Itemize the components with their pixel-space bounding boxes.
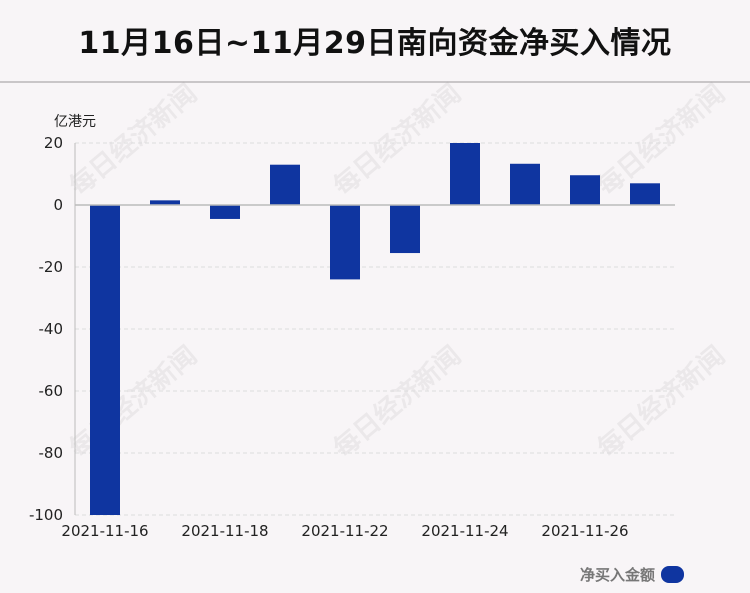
x-tick-label: 2021-11-24: [421, 522, 508, 540]
y-tick-label: -60: [39, 382, 64, 400]
x-tick-label: 2021-11-18: [181, 522, 268, 540]
y-tick-label: 0: [53, 196, 63, 214]
x-tick-label: 2021-11-22: [301, 522, 388, 540]
bar: [150, 200, 180, 205]
y-tick-label: -40: [39, 320, 64, 338]
chart-title: 11月16日~11月29日南向资金净买入情况: [78, 26, 672, 61]
bar: [330, 205, 360, 280]
y-tick-label: -20: [39, 258, 64, 276]
bar: [570, 175, 600, 205]
bar: [210, 205, 240, 219]
x-tick-label: 2021-11-26: [541, 522, 628, 540]
y-axis-unit-label: 亿港元: [54, 114, 96, 130]
legend-swatch: [661, 566, 684, 583]
legend-label: 净买入金额: [579, 566, 655, 584]
legend: 净买入金额: [580, 564, 684, 585]
title-divider: [0, 81, 750, 83]
y-tick-label: -80: [39, 444, 64, 462]
y-tick-label: 20: [44, 134, 63, 152]
bar: [510, 163, 540, 205]
bar: [90, 205, 120, 515]
bar: [630, 183, 660, 205]
x-tick-label: 2021-11-16: [61, 522, 148, 540]
bar: [390, 205, 420, 254]
bar: [450, 143, 480, 205]
bar: [270, 164, 300, 205]
y-tick-label: -100: [29, 506, 63, 524]
